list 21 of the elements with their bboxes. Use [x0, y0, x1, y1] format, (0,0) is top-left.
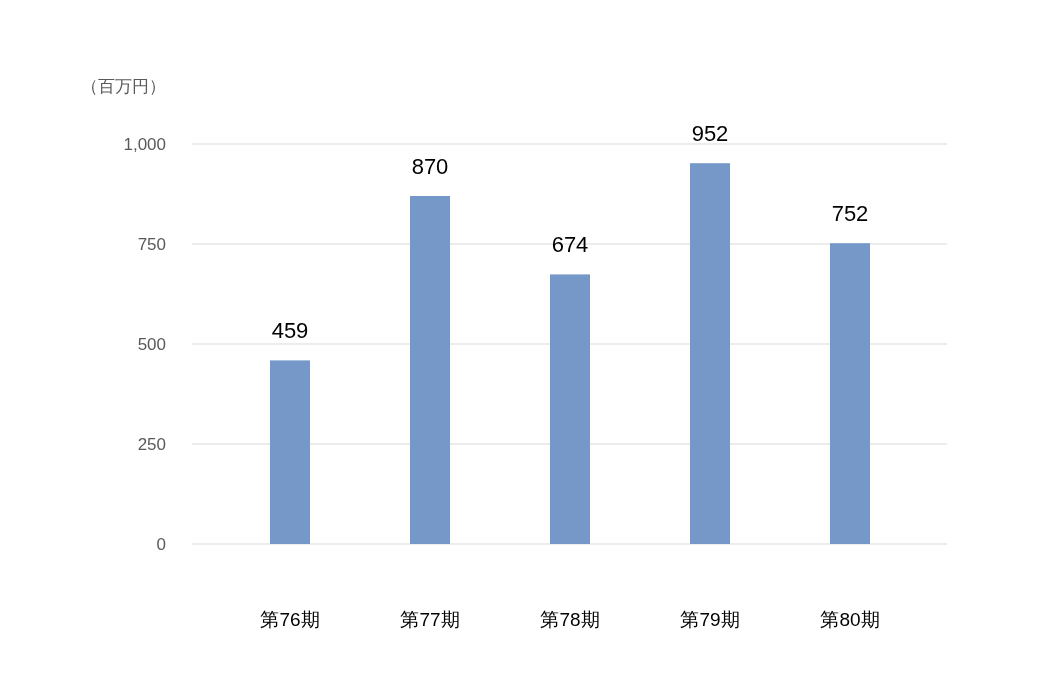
- y-tick-label: 1,000: [123, 135, 166, 154]
- y-axis-title: （百万円）: [80, 77, 166, 96]
- data-label: 752: [831, 201, 869, 227]
- y-tick-label: 250: [137, 435, 166, 454]
- bar: [270, 360, 310, 544]
- x-tick-label: 第80期: [820, 609, 880, 630]
- data-label: 459: [271, 318, 309, 344]
- x-tick-label: 第76期: [260, 609, 320, 630]
- bar: [690, 163, 730, 544]
- bar: [410, 196, 450, 544]
- data-label: 952: [691, 121, 729, 147]
- x-tick-label: 第79期: [680, 609, 740, 630]
- y-tick-label: 500: [137, 335, 166, 354]
- y-tick-label: 0: [156, 535, 166, 554]
- data-label: 674: [551, 232, 589, 258]
- bar: [550, 274, 590, 544]
- data-label: 870: [411, 154, 449, 179]
- y-tick-label: 750: [137, 235, 166, 254]
- x-tick-label: 第78期: [540, 609, 600, 630]
- bar: [830, 243, 870, 544]
- x-tick-label: 第77期: [400, 609, 460, 630]
